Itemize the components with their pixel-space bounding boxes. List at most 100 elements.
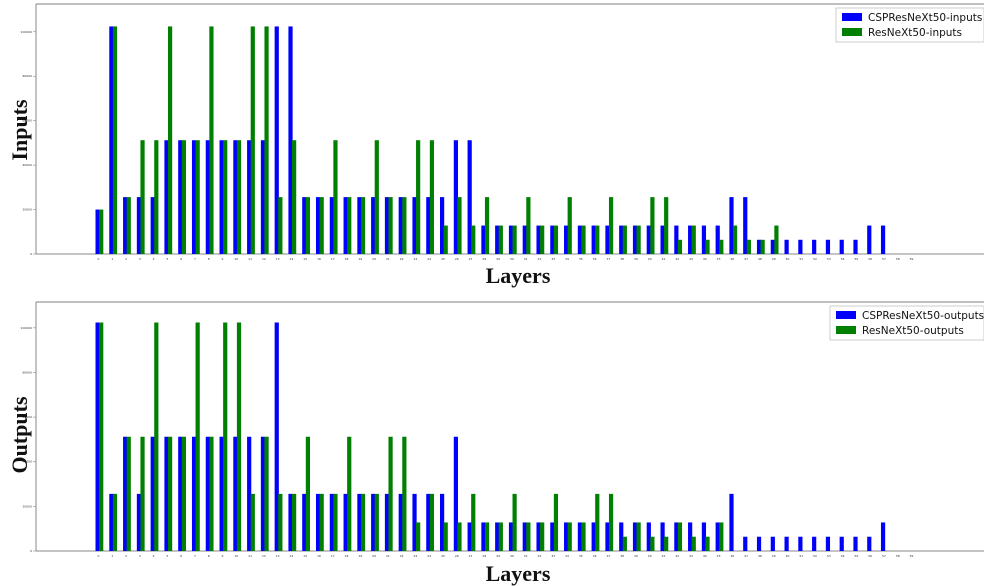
x-tick-label: 0 — [98, 257, 100, 261]
csp-bar — [260, 140, 266, 254]
csp-bar — [743, 536, 748, 551]
csp-bar — [591, 225, 596, 254]
resnext-bar — [292, 493, 297, 551]
x-tick-label: 42 — [675, 257, 679, 261]
resnext-bar — [567, 197, 572, 254]
x-tick-label: 52 — [813, 554, 817, 558]
x-tick-label: 27 — [469, 554, 473, 558]
x-tick-label: 34 — [565, 554, 569, 558]
x-tick-label: 21 — [386, 554, 390, 558]
resnext-bar — [236, 322, 242, 551]
x-tick-label: 7 — [194, 257, 196, 261]
x-tick-label: 22 — [400, 257, 404, 261]
resnext-bar — [292, 140, 297, 254]
resnext-bar — [498, 225, 503, 254]
x-tick-label: 19 — [358, 257, 362, 261]
x-tick-label: 18 — [345, 257, 349, 261]
x-tick-label: 31 — [524, 257, 528, 261]
resnext-bar — [553, 225, 559, 254]
csp-bar — [770, 536, 775, 551]
csp-bar — [302, 493, 307, 551]
x-tick-label: 38 — [620, 554, 624, 558]
resnext-bar — [250, 26, 255, 254]
resnext-bar — [347, 197, 352, 254]
x-tick-label: 8 — [208, 257, 210, 261]
csp-bar — [191, 140, 197, 254]
csp-bar — [371, 197, 376, 254]
y-tick-label: 100000 — [21, 30, 33, 34]
resnext-bar — [457, 197, 462, 254]
csp-bar — [481, 225, 486, 254]
csp-bar — [729, 493, 734, 551]
csp-bar — [357, 197, 362, 254]
resnext-bar — [278, 493, 283, 551]
csp-bar — [247, 140, 252, 254]
x-tick-label: 42 — [675, 554, 679, 558]
x-tick-label: 55 — [854, 257, 858, 261]
csp-bar — [191, 436, 197, 551]
resnext-bar — [319, 493, 324, 551]
csp-bar — [756, 536, 762, 551]
x-tick-label: 12 — [262, 257, 266, 261]
csp-bar — [632, 225, 638, 254]
x-tick-label: 25 — [441, 554, 445, 558]
x-tick-label: 30 — [510, 554, 514, 558]
csp-bar — [605, 522, 610, 551]
x-tick-label: 21 — [386, 257, 390, 261]
x-tick-label: 43 — [689, 257, 693, 261]
x-tick-label: 46 — [730, 554, 734, 558]
csp-bar — [412, 493, 417, 551]
x-tick-label: 16 — [317, 554, 321, 558]
csp-bar — [136, 197, 142, 254]
legend-label: CSPResNeXt50-outputs — [862, 310, 984, 322]
legend-swatch — [836, 311, 856, 319]
csp-bar — [467, 140, 472, 254]
resnext-bar — [319, 197, 324, 254]
csp-bar — [398, 197, 403, 254]
x-tick-label: 12 — [262, 554, 266, 558]
csp-bar — [729, 197, 734, 254]
resnext-bar — [140, 436, 145, 551]
resnext-bar — [457, 522, 462, 551]
x-tick-label: 25 — [441, 257, 445, 261]
resnext-bar — [429, 493, 435, 551]
x-tick-label: 36 — [593, 554, 597, 558]
csp-bar — [178, 436, 183, 551]
csp-bar — [412, 197, 417, 254]
csp-bar — [329, 197, 334, 254]
csp-bar — [315, 493, 321, 551]
csp-bar — [688, 522, 693, 551]
csp-bar — [550, 522, 555, 551]
csp-bar — [136, 493, 142, 551]
resnext-bar — [126, 197, 131, 254]
x-tick-label: 37 — [606, 554, 610, 558]
csp-bar — [867, 225, 872, 254]
x-tick-label: 58 — [896, 554, 900, 558]
resnext-bar — [140, 140, 145, 254]
x-tick-label: 56 — [868, 554, 872, 558]
resnext-bar — [484, 522, 490, 551]
resnext-bar — [402, 197, 407, 254]
csp-bar — [233, 436, 238, 551]
resnext-bar — [746, 239, 751, 254]
x-axis-label: Layers — [486, 561, 551, 586]
x-tick-label: 49 — [772, 257, 776, 261]
csp-bar — [440, 197, 445, 254]
csp-bar — [812, 239, 817, 254]
resnext-bar — [595, 493, 600, 551]
y-tick-label: 40000 — [22, 460, 32, 464]
resnext-bar — [112, 493, 118, 551]
resnext-bar — [498, 522, 503, 551]
resnext-bar — [760, 239, 765, 254]
x-tick-label: 39 — [634, 257, 638, 261]
x-tick-label: 15 — [303, 554, 307, 558]
resnext-bar — [305, 436, 310, 551]
x-tick-label: 24 — [427, 554, 431, 558]
x-tick-label: 2 — [125, 257, 127, 261]
csp-bar — [288, 493, 293, 551]
resnext-bar — [553, 493, 559, 551]
resnext-bar — [195, 322, 200, 551]
resnext-bar — [223, 322, 228, 551]
resnext-bar — [264, 436, 269, 551]
